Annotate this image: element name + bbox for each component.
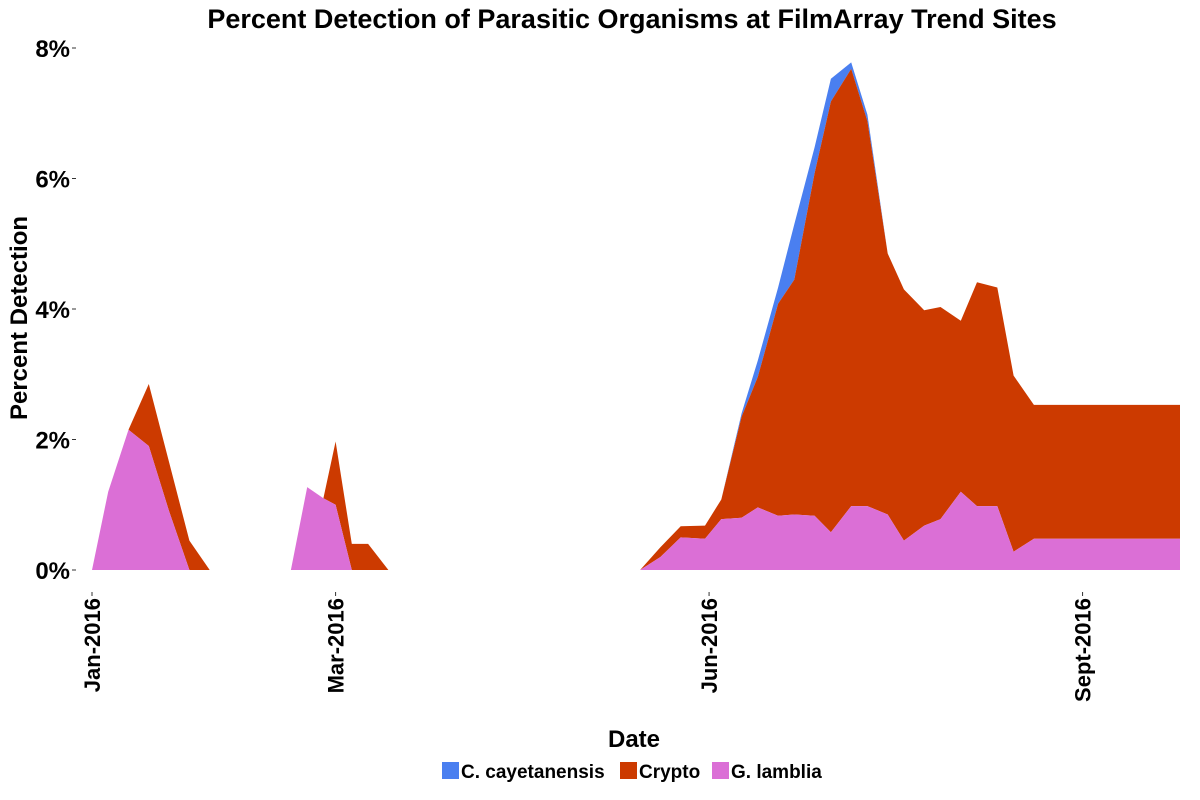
legend: C. cayetanensis Crypto G. lamblia xyxy=(442,762,822,783)
x-tick-label: Jan-2016 xyxy=(80,598,105,692)
y-tick-label: 0% xyxy=(35,558,70,585)
y-tick-label: 8% xyxy=(35,36,70,63)
y-tick-label: 2% xyxy=(35,428,70,455)
y-axis: 0% 2% 4% 6% 8% xyxy=(35,36,76,585)
y-axis-label: Percent Detection xyxy=(6,216,33,420)
legend-label-c-cayetanensis: C. cayetanensis xyxy=(461,762,605,783)
x-tick-label: Mar-2016 xyxy=(324,598,349,693)
legend-label-g-lamblia: G. lamblia xyxy=(731,762,822,783)
x-axis-label: Date xyxy=(608,726,660,753)
y-tick-label: 6% xyxy=(35,167,70,194)
plot-area xyxy=(92,62,1180,571)
series-area-g-lamblia xyxy=(92,429,1180,570)
legend-swatch-c-cayetanensis xyxy=(442,762,459,779)
x-tick-label: Jun-2016 xyxy=(697,598,722,693)
legend-swatch-crypto xyxy=(620,762,637,779)
chart-title: Percent Detection of Parasitic Organisms… xyxy=(207,4,1056,34)
x-axis: Jan-2016 Mar-2016 Jun-2016 Sept-2016 xyxy=(80,592,1096,702)
x-tick-label: Sept-2016 xyxy=(1071,598,1096,702)
legend-label-crypto: Crypto xyxy=(639,762,700,783)
series-area-crypto xyxy=(92,68,1180,571)
y-tick-label: 4% xyxy=(35,297,70,324)
legend-swatch-g-lamblia xyxy=(712,762,729,779)
